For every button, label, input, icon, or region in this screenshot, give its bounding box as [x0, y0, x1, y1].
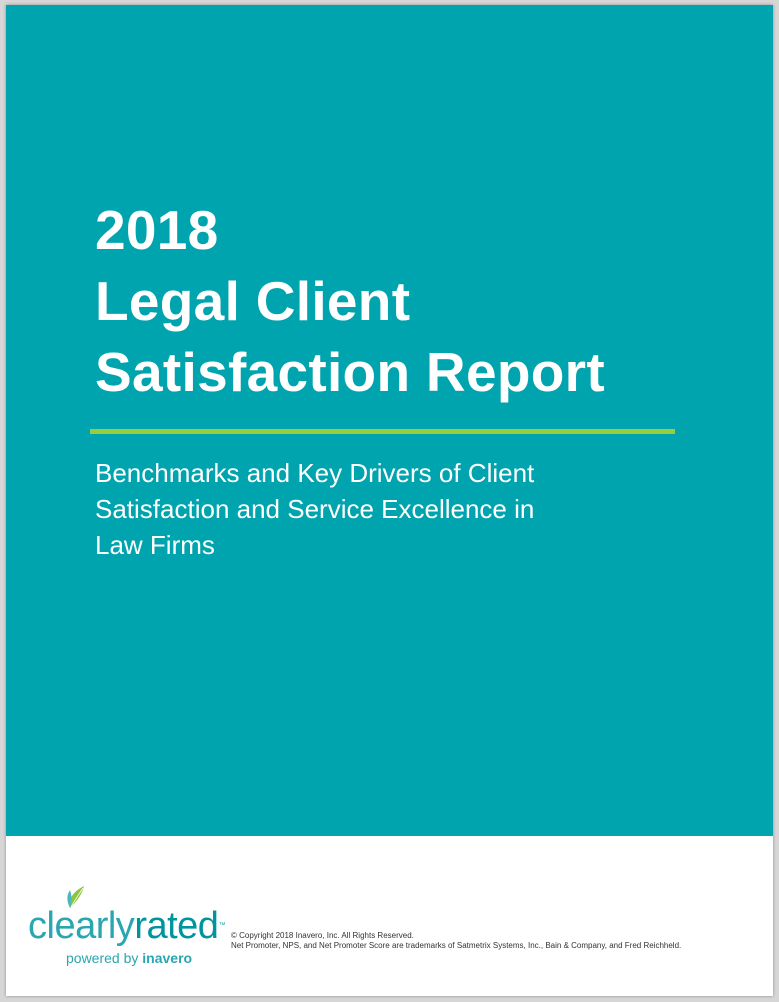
powered-by-brand: inavero [142, 950, 193, 966]
copyright-text: © Copyright 2018 Inavero, Inc. All Right… [231, 931, 414, 940]
powered-by-prefix: powered by [66, 950, 139, 966]
logo-powered-by: powered by inavero [66, 950, 192, 966]
title-year: 2018 [95, 199, 219, 261]
subtitle-line-2: Satisfaction and Service Excellence in [95, 494, 535, 524]
logo-trademark: ™ [218, 922, 225, 929]
clearlyrated-logo: clearlyrated™ powered by inavero [28, 884, 228, 974]
logo-word-clearly: clearly [28, 905, 135, 947]
leaf-sprout-icon [67, 886, 84, 908]
trademark-text: Net Promoter, NPS, and Net Promoter Scor… [231, 941, 682, 950]
subtitle-line-1: Benchmarks and Key Drivers of Client [95, 458, 535, 488]
legal-notice: © Copyright 2018 Inavero, Inc. All Right… [231, 931, 681, 951]
title-line-3: Satisfaction Report [95, 341, 605, 403]
cover-panel: 2018 Legal Client Satisfaction Report Be… [6, 5, 773, 836]
accent-divider [90, 429, 675, 434]
logo-wordmark: clearlyrated™ [28, 904, 225, 948]
subtitle-line-3: Law Firms [95, 530, 215, 560]
title-line-2: Legal Client [95, 270, 411, 332]
report-subtitle: Benchmarks and Key Drivers of Client Sat… [95, 455, 655, 563]
report-title: 2018 Legal Client Satisfaction Report [95, 195, 605, 408]
cover-footer: clearlyrated™ powered by inavero © Copyr… [6, 836, 773, 996]
report-page: 2018 Legal Client Satisfaction Report Be… [6, 5, 773, 996]
logo-word-rated: rated [134, 905, 219, 947]
